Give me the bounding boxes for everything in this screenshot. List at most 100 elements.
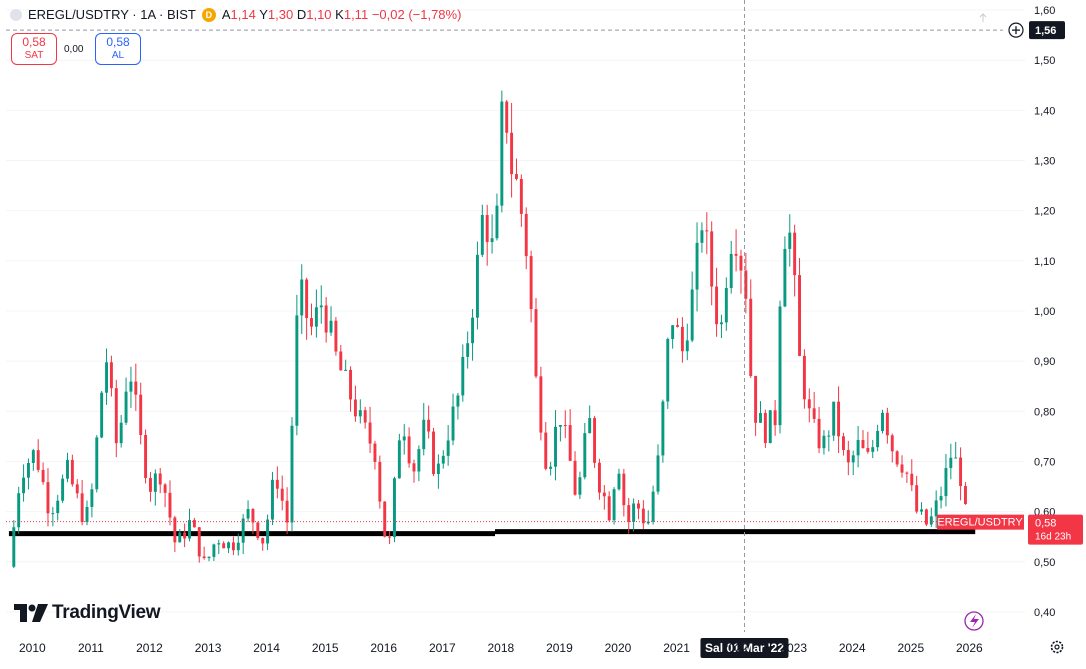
sell-button[interactable]: 0,58 SAT [11,33,57,65]
candle-body [558,425,562,427]
candle-body [436,463,440,475]
candle-body [549,466,553,469]
chart-grid [6,9,1025,613]
candle-body [519,178,523,214]
flash-icon [964,611,984,631]
price-labels: EREGL/USDTRY 0,58 16d 23h [6,514,1083,545]
candle-body [690,289,694,341]
x-tick-label: 2024 [839,641,866,655]
candle-body [305,279,309,319]
symbol-header: EREGL/USDTRY · 1A · BIST D A1,14 Y1,30 D… [10,7,461,22]
bar-countdown: 16d 23h [1035,532,1071,543]
candle-body [363,410,367,423]
candle-body [510,132,514,175]
candle-body [22,477,26,494]
candle-body [105,362,108,393]
candle-body [754,376,758,423]
candle-body [719,322,723,325]
candle-body [954,457,958,459]
crosshair-date: Sal 01 Mar '22 [705,641,784,655]
y-tick-label: 0,70 [1034,456,1055,468]
candle-body [744,270,748,299]
candle-body [46,482,50,514]
support-line-layer [8,529,976,537]
candle-body [934,500,938,517]
candle-body [861,439,865,448]
candle-body [515,174,518,179]
candle-body [119,422,123,444]
candle-body [846,449,850,463]
candle-body [139,394,143,435]
candle-body [295,315,299,426]
y-tick-label: 0,50 [1034,557,1055,569]
candle-body [715,286,719,325]
candle-body [241,518,245,543]
candle-body [222,543,226,549]
buy-button[interactable]: 0,58 AL [95,33,141,65]
candle-body [51,513,55,515]
data-source-badge[interactable]: D [201,7,216,22]
candle-body [134,381,138,395]
buy-label: AL [111,50,125,61]
tradingview-logo-icon [14,604,48,622]
candle-body [500,101,504,206]
candle-body [275,479,279,489]
candle-body [358,410,362,417]
crosshair-price: 1,56 [1035,25,1056,37]
candle-body [388,536,392,538]
candle-body [890,435,894,452]
candle-body [778,306,782,426]
candle-body [114,388,118,444]
x-tick-label: 2020 [605,641,632,655]
candle-body [539,376,543,433]
candle-body [417,449,421,472]
x-tick-label: 2025 [897,641,924,655]
price-axis[interactable]: 0,400,500,600,700,800,901,001,101,201,30… [979,5,1055,619]
sell-label: SAT [24,50,44,61]
candle-body [329,320,333,333]
candle-body [353,399,357,417]
candle-body [583,433,587,478]
y-tick-label: 1,30 [1034,156,1055,168]
candle-body [446,440,450,456]
candle-body [632,503,636,522]
candle-body [168,492,172,518]
candle-body [402,436,406,441]
candle-body [75,484,79,494]
candle-body [920,509,924,512]
candle-body [256,522,260,538]
candle-body [851,455,855,463]
last-price-box [1028,514,1083,545]
candle-body [31,450,35,463]
candle-body [466,343,470,357]
candle-body [100,392,104,438]
candle-body [319,305,323,308]
x-tick-label: 2010 [19,641,46,655]
candle-body [529,256,533,310]
time-axis[interactable]: 2010 2011 2012 2013 2014 2015 2016 2017 2018 2019… [19,611,1064,655]
candle-body [144,434,148,479]
candle-body [783,248,787,307]
candle-layer [12,90,967,569]
candle-body [26,462,30,478]
candle-body [939,496,943,501]
candle-body [261,537,265,544]
candle-body [285,500,289,523]
tradingview-logo[interactable]: TradingView [14,602,161,624]
y-tick-label: 1,40 [1034,105,1055,117]
symbol-title[interactable]: EREGL/USDTRY · 1A · BIST [28,7,196,22]
high-value: 1,30 [267,7,294,22]
candle-body [368,422,372,444]
candle-body [41,469,45,483]
crosshair-price-box [1029,21,1065,40]
candle-body [837,401,841,437]
candle-body [827,435,831,437]
y-tick-label: 0,90 [1034,356,1055,368]
candle-body [422,419,426,450]
crosshair-layer: 1,56 Sal 01 Mar '22 [6,0,1065,658]
candle-body [895,451,899,465]
candle-body [378,461,382,502]
candle-body [124,391,128,423]
ohlc-values: A1,14 Y1,30 D1,10 K1,11 −0,02 (−1,78%) [221,7,462,22]
